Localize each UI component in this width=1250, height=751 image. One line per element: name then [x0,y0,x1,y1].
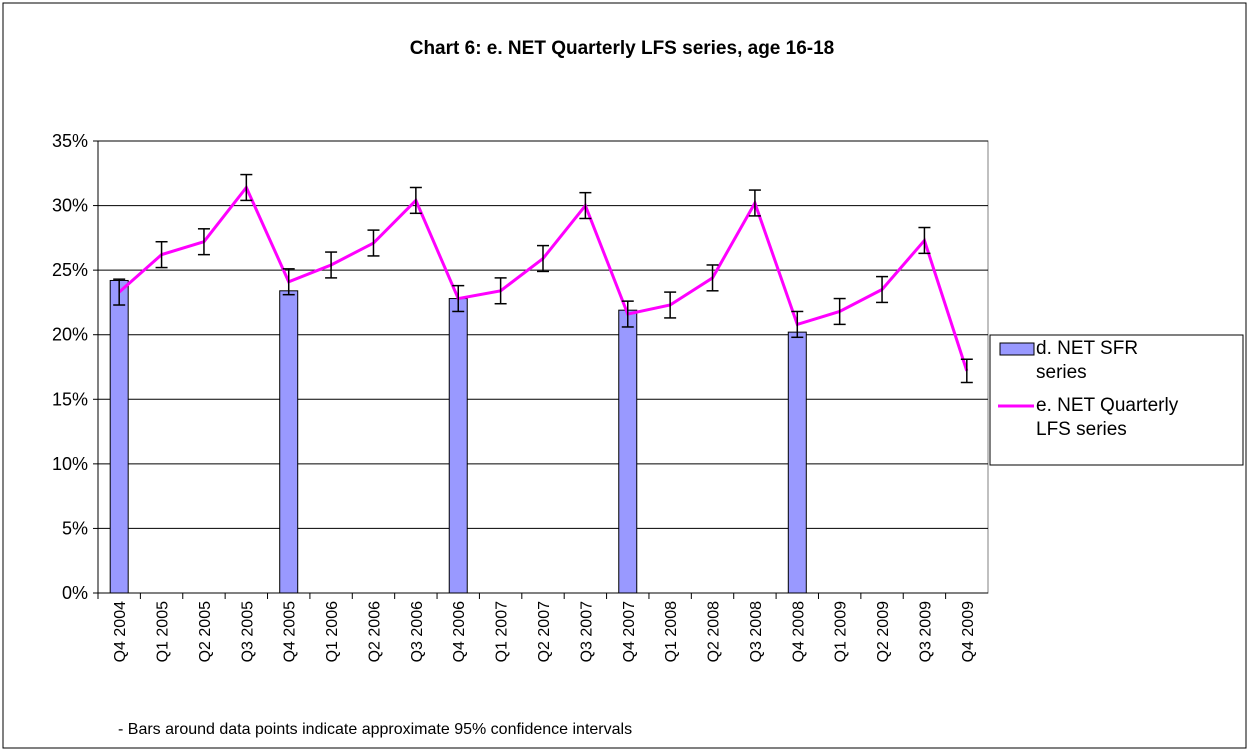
x-tick-label: Q1 2006 [324,601,341,662]
bar [109,279,129,594]
annotation: - Bars around data points indicate appro… [118,721,632,738]
x-tick-label: Q3 2007 [578,601,595,662]
x-tick-label: Q1 2005 [155,601,172,662]
y-tick-label: 10% [52,454,88,474]
y-tick-label: 15% [52,389,88,409]
error-bar [706,264,719,292]
x-tick-label: Q1 2009 [833,601,850,662]
error-bar [240,173,253,202]
x-tick-label: Q4 2006 [451,601,468,662]
error-bar [537,244,549,273]
x-tick-label: Q1 2008 [663,601,680,662]
plot-area [97,140,989,594]
y-tick-label: 25% [52,260,88,280]
bar [787,331,807,594]
y-tick-label: 0% [62,583,88,603]
error-bar [918,226,931,255]
legend-swatch [999,342,1035,356]
bar [279,290,299,594]
x-tick-label: Q4 2009 [960,601,977,662]
x-tick-label: Q4 2007 [621,601,638,662]
x-tick-label: Q3 2008 [748,601,765,662]
x-tick-label: Q2 2009 [875,601,892,662]
legend-label: e. NET Quarterly LFS series [1036,395,1179,440]
error-bar [579,191,592,220]
error-bar [833,297,846,326]
x-tick-label: Q3 2006 [409,601,426,662]
error-bar [155,240,168,269]
error-bar [621,300,634,328]
y-tick-label: 20% [52,325,88,345]
error-bar [409,186,422,215]
x-tick-label: Q4 2008 [790,601,807,662]
bar [448,298,468,594]
error-bar [791,310,804,339]
error-bar [876,275,889,304]
error-bar [494,277,507,305]
chart-title: Chart 6: e. NET Quarterly LFS series, ag… [410,38,835,59]
error-bar [748,189,761,217]
x-tick-label: Q4 2004 [112,601,129,662]
x-tick-label: Q2 2005 [197,601,214,662]
x-tick-label: Q2 2007 [536,601,553,662]
x-tick-label: Q3 2005 [239,601,256,662]
y-tick-label: 5% [62,518,88,538]
error-bar [325,251,338,279]
error-bar [282,268,295,296]
error-bar [664,291,677,319]
bar [618,309,638,594]
error-bar [452,284,465,313]
legend-label: d. NET SFR series [1036,338,1139,383]
y-tick-label: 35% [52,131,88,151]
x-tick-label: Q1 2007 [494,601,511,662]
error-bar [960,358,973,384]
legend-box [989,334,1244,466]
y-tick-label: 30% [52,196,88,216]
x-tick-label: Q3 2009 [917,601,934,662]
error-bar [113,278,126,306]
x-tick-label: Q4 2005 [282,601,299,662]
x-tick-label: Q2 2008 [706,601,723,662]
error-bar [197,228,210,256]
error-bar [367,229,380,257]
x-tick-label: Q2 2006 [366,601,383,662]
